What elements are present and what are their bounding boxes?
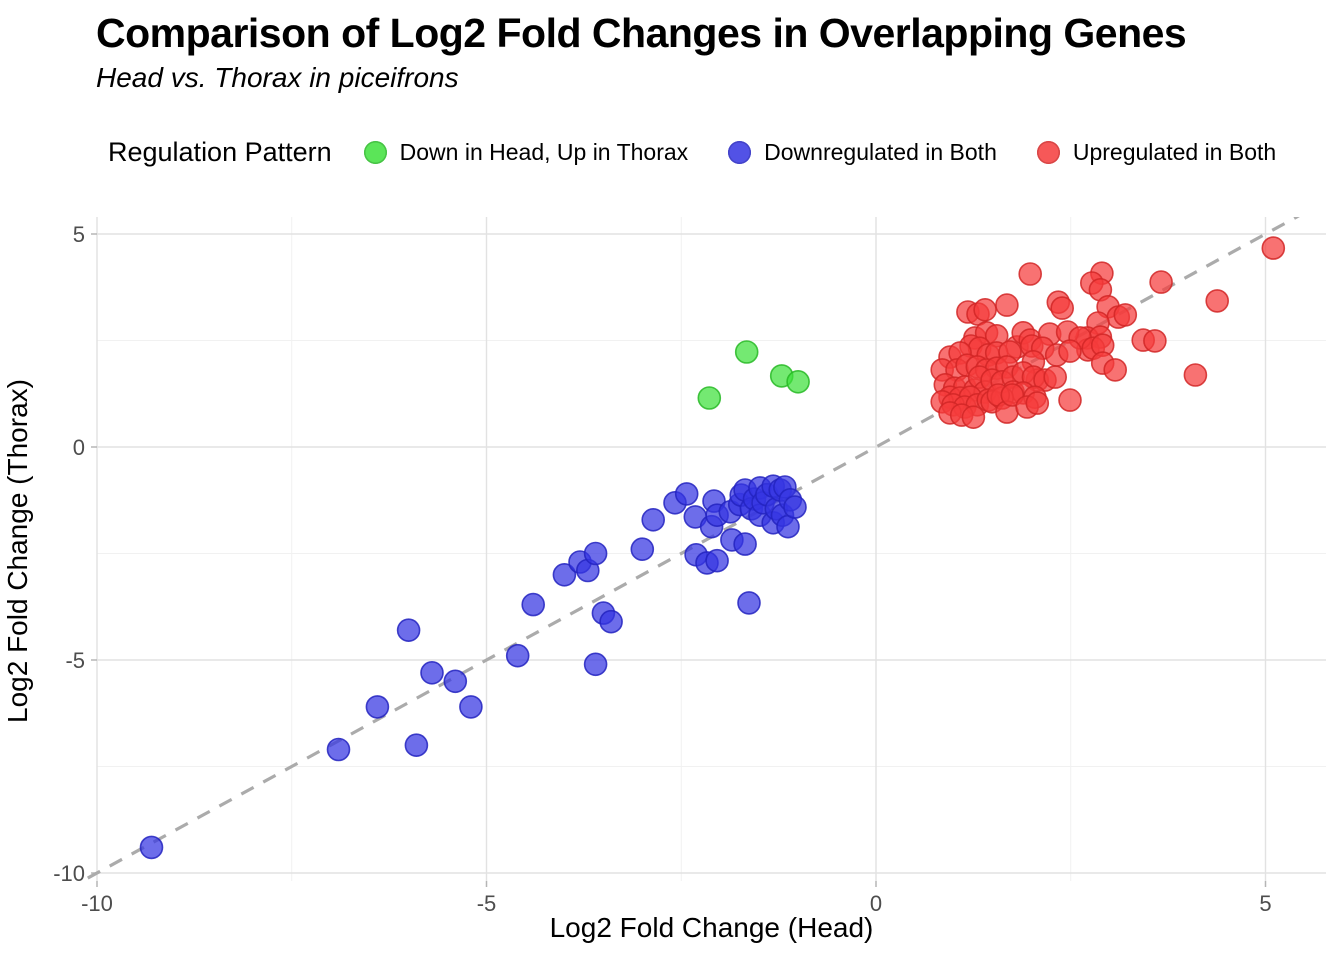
svg-text:-5: -5 — [477, 891, 497, 916]
x-axis-title: Log2 Fold Change (Head) — [549, 912, 874, 943]
legend-dot-icon — [728, 140, 752, 164]
legend-item: Downregulated in Both — [728, 139, 997, 166]
legend-dot-icon — [1036, 140, 1060, 164]
svg-text:-10: -10 — [81, 891, 113, 916]
svg-text:5: 5 — [1259, 891, 1271, 916]
svg-text:-5: -5 — [65, 648, 85, 673]
legend-title: Regulation Pattern — [108, 136, 332, 167]
legend-item: Upregulated in Both — [1036, 138, 1277, 166]
svg-text:5: 5 — [73, 222, 85, 247]
chart-subtitle: Head vs. Thorax in piceifrons — [96, 62, 459, 93]
svg-text:0: 0 — [870, 891, 882, 916]
legend-dot-icon — [363, 140, 387, 164]
legend-item: Down in Head, Up in Thorax — [363, 138, 689, 166]
y-axis-title: Log2 Fold Change (Thorax) — [2, 379, 33, 723]
legend-item-label: Downregulated in Both — [764, 138, 997, 165]
legend: Regulation Pattern Down in Head, Up in T… — [108, 130, 1316, 174]
svg-text:-10: -10 — [53, 861, 85, 886]
svg-text:0: 0 — [73, 435, 85, 460]
legend-item-label: Upregulated in Both — [1072, 138, 1277, 165]
legend-item-label: Down in Head, Up in Thorax — [399, 138, 689, 165]
chart-title: Comparison of Log2 Fold Changes in Overl… — [96, 10, 1187, 56]
